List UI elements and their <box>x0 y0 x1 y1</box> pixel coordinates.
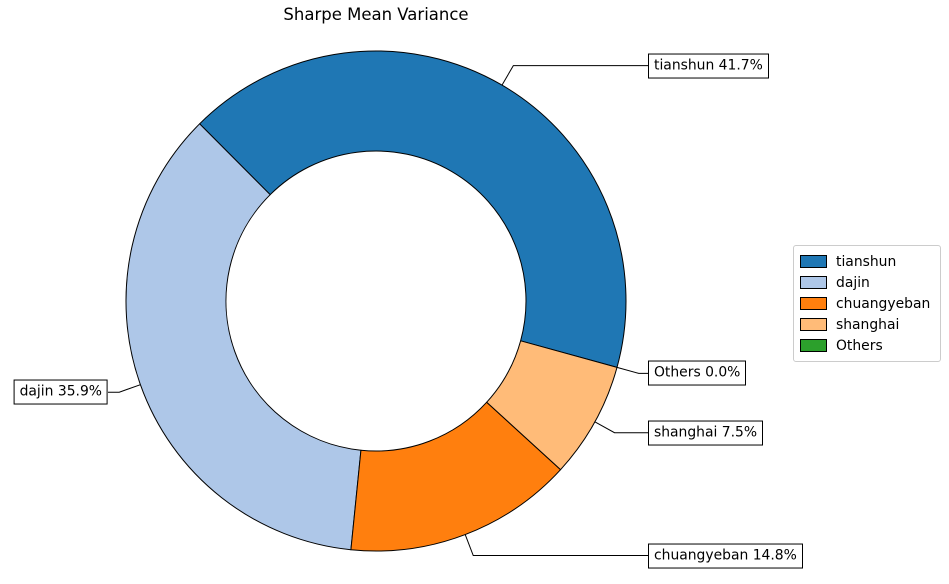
leader-Others <box>616 366 648 374</box>
leader-chuangyeban <box>464 534 648 557</box>
legend-label-dajin: dajin <box>836 274 870 291</box>
legend-label-shanghai: shanghai <box>836 316 900 333</box>
leader-shanghai <box>594 421 648 434</box>
legend-swatch-tianshun <box>800 255 827 268</box>
legend: tianshun dajin chuangyeban shanghai Othe… <box>793 245 942 362</box>
legend-label-others: Others <box>836 337 883 354</box>
label-tianshun: tianshun 41.7% <box>648 53 769 79</box>
label-chuangyeban: chuangyeban 14.8% <box>648 543 803 569</box>
legend-item-shanghai: shanghai <box>800 314 930 335</box>
legend-item-chuangyeban: chuangyeban <box>800 293 930 314</box>
legend-swatch-dajin <box>800 276 827 289</box>
legend-label-chuangyeban: chuangyeban <box>836 295 931 312</box>
leader-dajin <box>108 384 141 393</box>
legend-swatch-shanghai <box>800 318 827 331</box>
legend-item-dajin: dajin <box>800 272 930 293</box>
legend-label-tianshun: tianshun <box>836 253 897 270</box>
label-others: Others 0.0% <box>648 360 747 386</box>
legend-swatch-others <box>800 339 827 352</box>
wedge-tianshun <box>199 50 627 368</box>
legend-item-tianshun: tianshun <box>800 251 930 272</box>
chart-title: Sharpe Mean Variance <box>283 5 469 24</box>
legend-item-others: Others <box>800 335 930 356</box>
legend-swatch-chuangyeban <box>800 297 827 310</box>
leader-tianshun <box>501 65 648 86</box>
label-shanghai: shanghai 7.5% <box>648 420 764 446</box>
wedge-dajin <box>125 123 362 551</box>
label-dajin: dajin 35.9% <box>13 379 108 405</box>
